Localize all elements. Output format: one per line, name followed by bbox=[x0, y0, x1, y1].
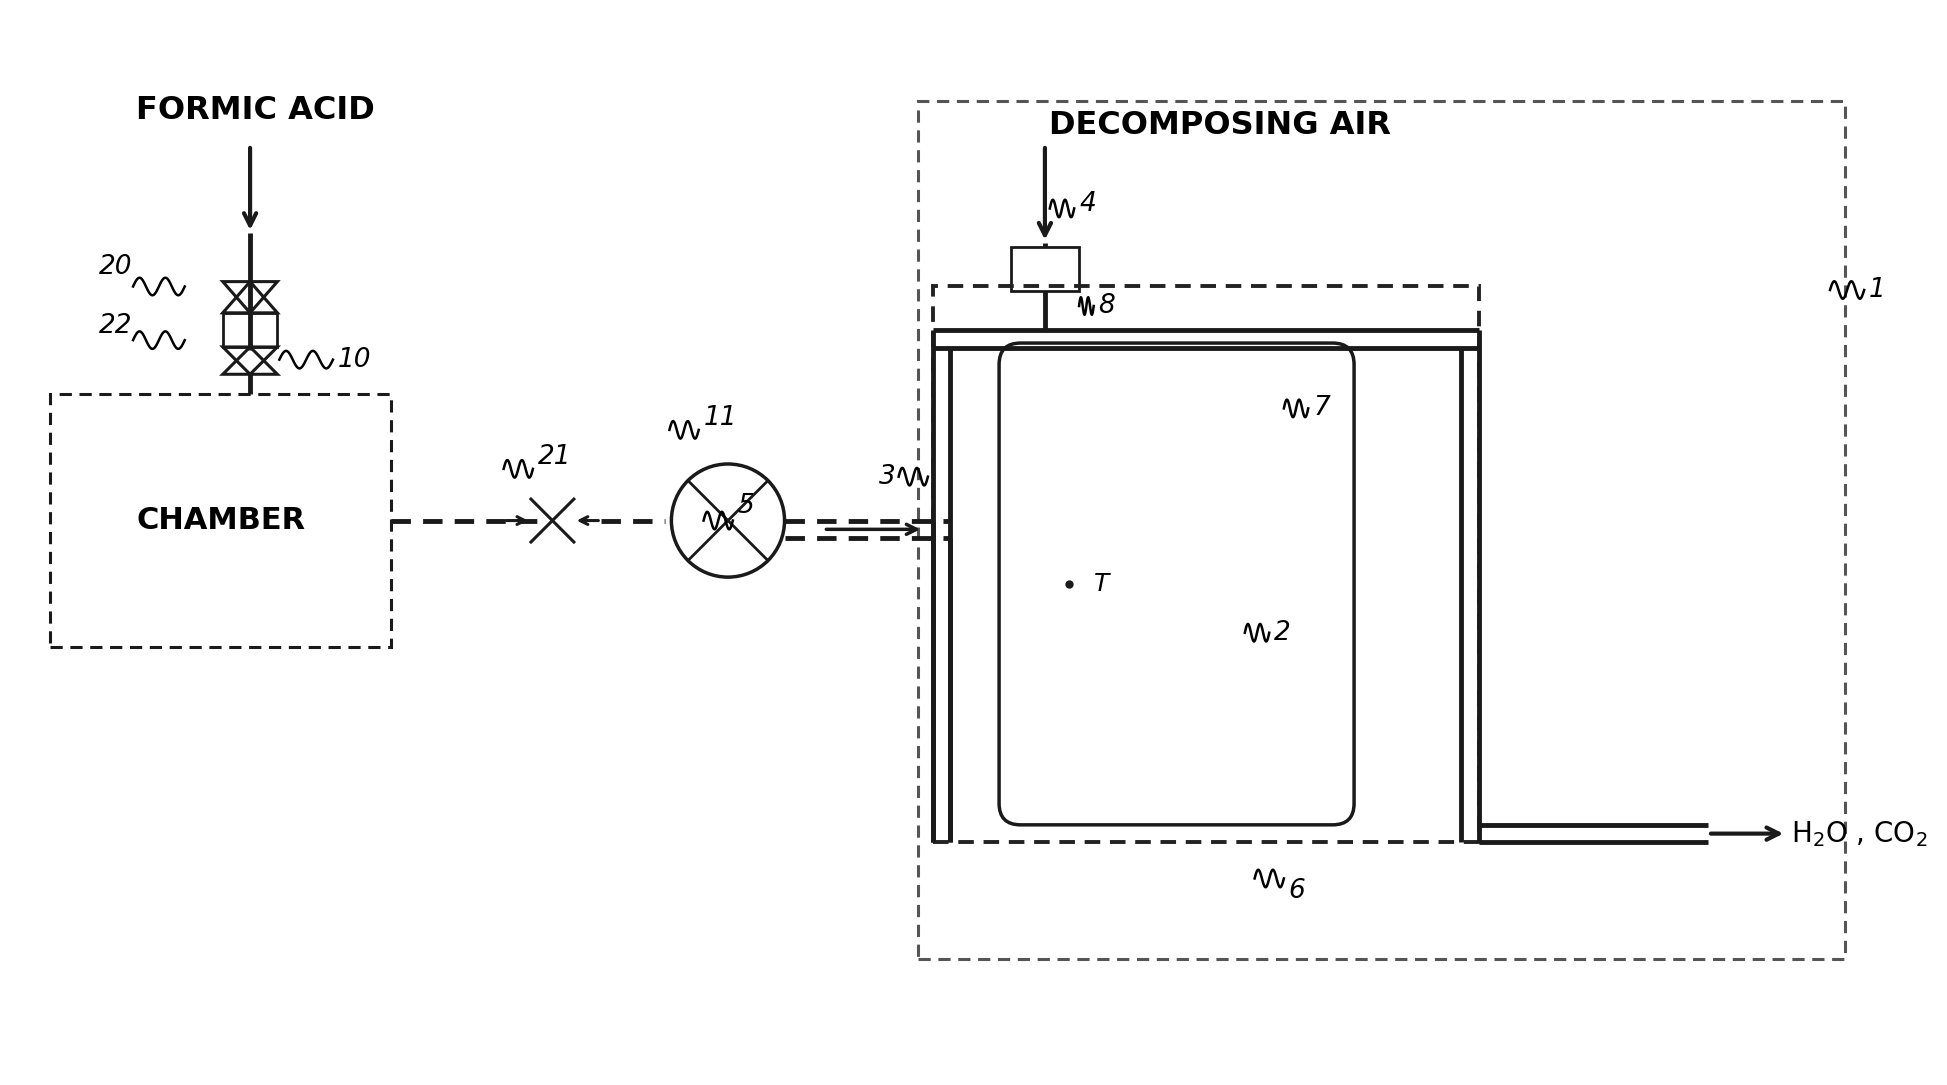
Bar bbox=[919, 101, 1844, 959]
Text: T: T bbox=[1094, 572, 1110, 596]
Text: 8: 8 bbox=[1098, 293, 1116, 319]
Bar bbox=[222, 312, 276, 347]
Text: CHAMBER: CHAMBER bbox=[136, 506, 306, 535]
Text: 11: 11 bbox=[703, 405, 738, 431]
Text: 2: 2 bbox=[1273, 620, 1291, 646]
Bar bbox=[1010, 247, 1079, 292]
Bar bbox=[933, 286, 1480, 842]
Text: H$_2$O , CO$_2$: H$_2$O , CO$_2$ bbox=[1791, 819, 1928, 848]
Text: 1: 1 bbox=[1869, 277, 1887, 303]
Bar bbox=[51, 394, 391, 648]
Text: DECOMPOSING AIR: DECOMPOSING AIR bbox=[1049, 110, 1392, 141]
Text: 10: 10 bbox=[339, 346, 372, 372]
Text: 3: 3 bbox=[880, 463, 896, 489]
Text: 7: 7 bbox=[1312, 395, 1330, 421]
Text: FORMIC ACID: FORMIC ACID bbox=[136, 95, 374, 127]
Text: 6: 6 bbox=[1289, 878, 1306, 904]
Text: 21: 21 bbox=[537, 444, 570, 470]
Text: 4: 4 bbox=[1079, 191, 1096, 217]
Text: 22: 22 bbox=[99, 312, 132, 339]
Text: 5: 5 bbox=[738, 493, 755, 519]
Text: 20: 20 bbox=[99, 254, 132, 280]
